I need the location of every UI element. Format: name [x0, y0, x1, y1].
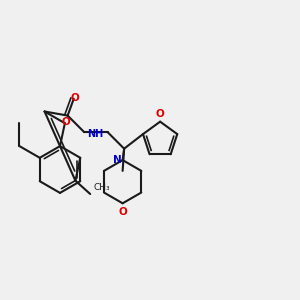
Text: O: O	[156, 109, 164, 119]
Text: O: O	[118, 207, 127, 217]
Text: NH: NH	[87, 129, 104, 139]
Text: O: O	[71, 93, 80, 103]
Text: N: N	[113, 155, 122, 165]
Text: CH₃: CH₃	[94, 183, 110, 192]
Text: O: O	[62, 117, 71, 127]
